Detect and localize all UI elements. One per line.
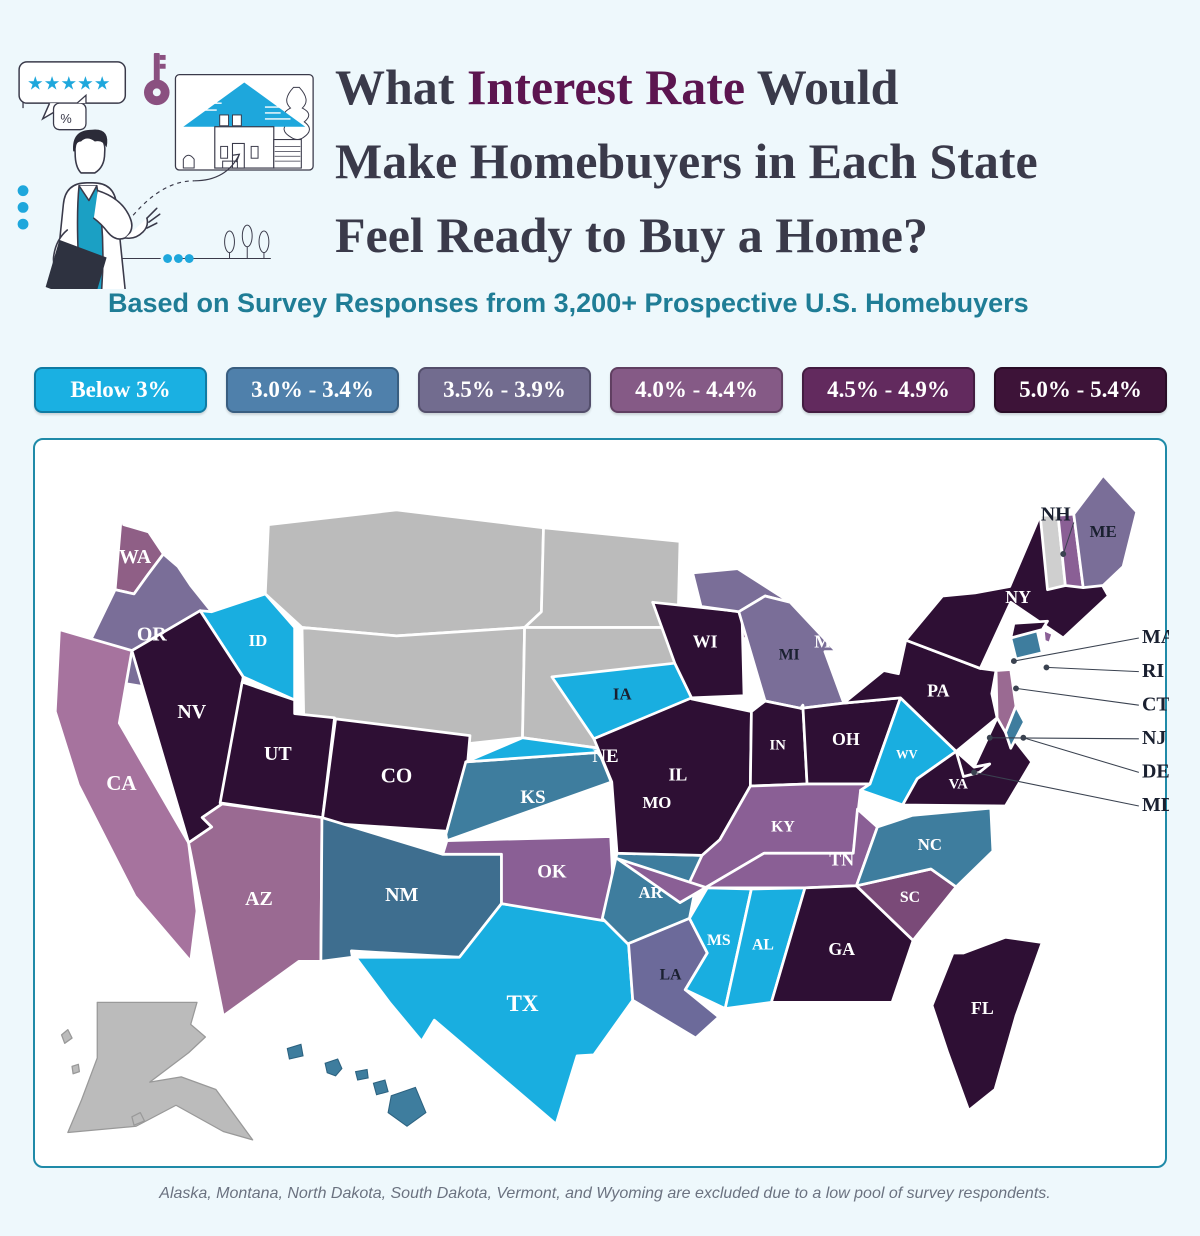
svg-text:AZ: AZ — [245, 888, 273, 910]
svg-text:NC: NC — [918, 835, 942, 854]
svg-text:GA: GA — [828, 939, 855, 959]
svg-text:MN: MN — [814, 631, 844, 651]
svg-text:RI: RI — [1142, 660, 1164, 682]
svg-text:CT: CT — [1142, 693, 1169, 715]
svg-text:WA: WA — [119, 546, 152, 568]
svg-text:NH: NH — [1041, 503, 1071, 525]
svg-text:NJ: NJ — [1142, 727, 1166, 749]
svg-text:AL: AL — [752, 936, 774, 953]
svg-text:TX: TX — [506, 990, 538, 1016]
svg-text:%: % — [60, 111, 71, 126]
svg-text:NV: NV — [177, 701, 206, 723]
svg-text:CA: CA — [106, 771, 137, 795]
svg-text:MA: MA — [1142, 626, 1169, 648]
svg-text:CO: CO — [381, 763, 412, 787]
svg-text:★★★★★: ★★★★★ — [27, 72, 111, 93]
svg-text:LA: LA — [660, 967, 682, 984]
svg-text:AR: AR — [638, 883, 663, 902]
svg-text:PA: PA — [927, 681, 950, 701]
svg-text:MI: MI — [779, 646, 800, 663]
svg-text:NM: NM — [385, 884, 418, 906]
svg-text:TN: TN — [829, 850, 854, 870]
svg-text:ID: ID — [249, 631, 268, 650]
svg-text:OH: OH — [832, 729, 860, 749]
svg-text:MS: MS — [707, 932, 731, 949]
svg-text:MD: MD — [1142, 794, 1169, 816]
svg-text:OK: OK — [537, 862, 567, 883]
svg-text:NY: NY — [1005, 587, 1031, 607]
svg-text:IA: IA — [613, 685, 632, 704]
svg-text:UT: UT — [264, 743, 292, 765]
svg-text:KS: KS — [520, 787, 545, 808]
svg-text:DE: DE — [1142, 761, 1169, 783]
svg-text:NE: NE — [592, 746, 618, 767]
svg-text:IL: IL — [668, 765, 687, 785]
svg-text:WI: WI — [693, 631, 718, 651]
svg-text:ME: ME — [1090, 522, 1117, 541]
svg-text:WV: WV — [896, 747, 918, 761]
svg-text:IN: IN — [769, 738, 786, 754]
svg-text:OR: OR — [137, 623, 168, 645]
svg-text:KY: KY — [771, 819, 795, 836]
svg-text:VA: VA — [949, 776, 969, 792]
svg-text:SC: SC — [900, 889, 920, 906]
svg-text:FL: FL — [971, 998, 994, 1018]
svg-text:MO: MO — [642, 793, 671, 812]
